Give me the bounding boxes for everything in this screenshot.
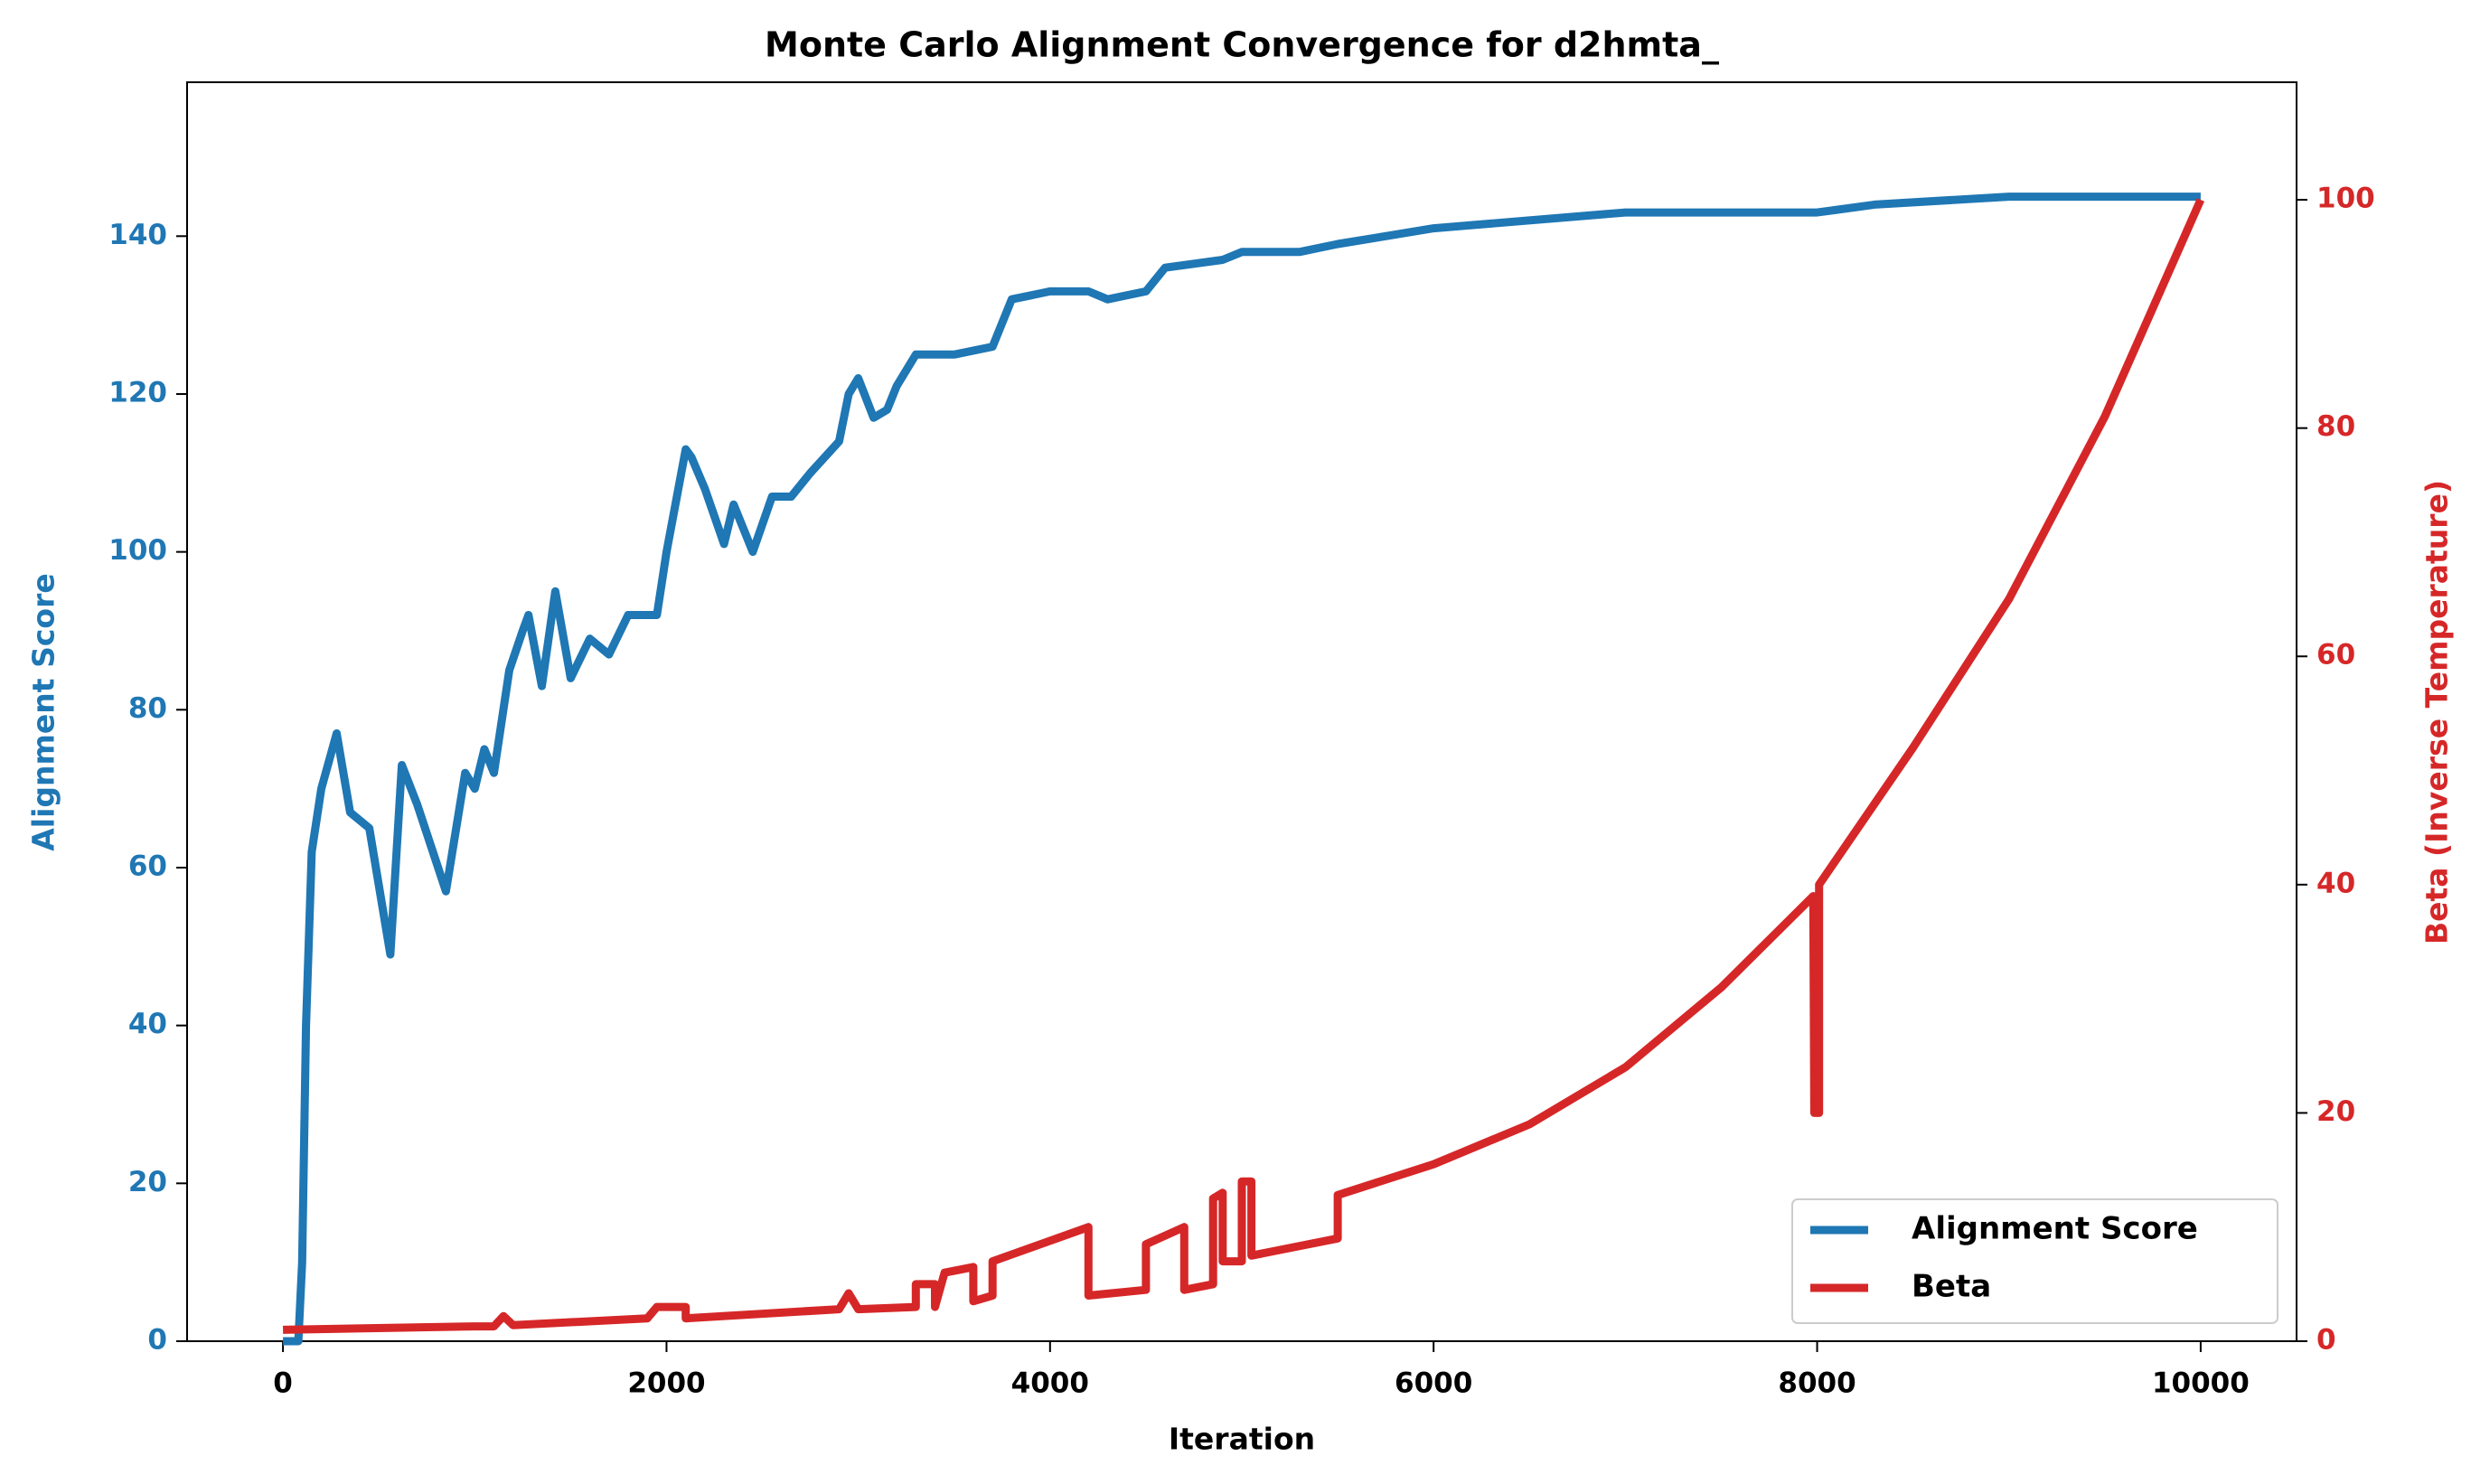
legend-box bbox=[1791, 1198, 2278, 1324]
x-tick-label: 4000 bbox=[1011, 1367, 1089, 1400]
plot-frame bbox=[186, 81, 2297, 1342]
y-axis-label: Alignment Score bbox=[26, 573, 61, 850]
y-tick-label: 120 bbox=[108, 376, 167, 409]
y-tick-label: 140 bbox=[108, 219, 167, 251]
y2-tick-label: 60 bbox=[2316, 639, 2355, 672]
y-tick-label: 80 bbox=[128, 692, 167, 725]
legend-label: Alignment Score bbox=[1912, 1211, 2198, 1247]
x-tick-label: 8000 bbox=[1778, 1367, 1856, 1400]
chart-title: Monte Carlo Alignment Convergence for d2… bbox=[765, 25, 1719, 65]
x-axis-label: Iteration bbox=[1169, 1422, 1315, 1457]
y-tick-label: 0 bbox=[147, 1324, 167, 1357]
y2-tick-label: 100 bbox=[2316, 183, 2375, 215]
x-tick-label: 0 bbox=[273, 1367, 293, 1400]
y2-tick-label: 80 bbox=[2316, 410, 2355, 443]
y2-tick-label: 40 bbox=[2316, 867, 2355, 899]
x-tick-label: 2000 bbox=[627, 1367, 705, 1400]
y2-tick-label: 0 bbox=[2316, 1324, 2336, 1357]
series-line bbox=[283, 193, 2201, 1346]
y-tick-label: 100 bbox=[108, 534, 167, 567]
y-tick-label: 60 bbox=[128, 850, 167, 882]
y2-tick-label: 20 bbox=[2316, 1095, 2355, 1128]
x-tick-label: 6000 bbox=[1395, 1367, 1472, 1400]
legend-label: Beta bbox=[1912, 1269, 1991, 1305]
y-tick-label: 20 bbox=[128, 1166, 167, 1198]
y-tick-label: 40 bbox=[128, 1008, 167, 1040]
y2-axis-label: Beta (Inverse Temperature) bbox=[2419, 480, 2455, 944]
x-tick-label: 10000 bbox=[2152, 1367, 2250, 1400]
series-line bbox=[283, 198, 2205, 1334]
